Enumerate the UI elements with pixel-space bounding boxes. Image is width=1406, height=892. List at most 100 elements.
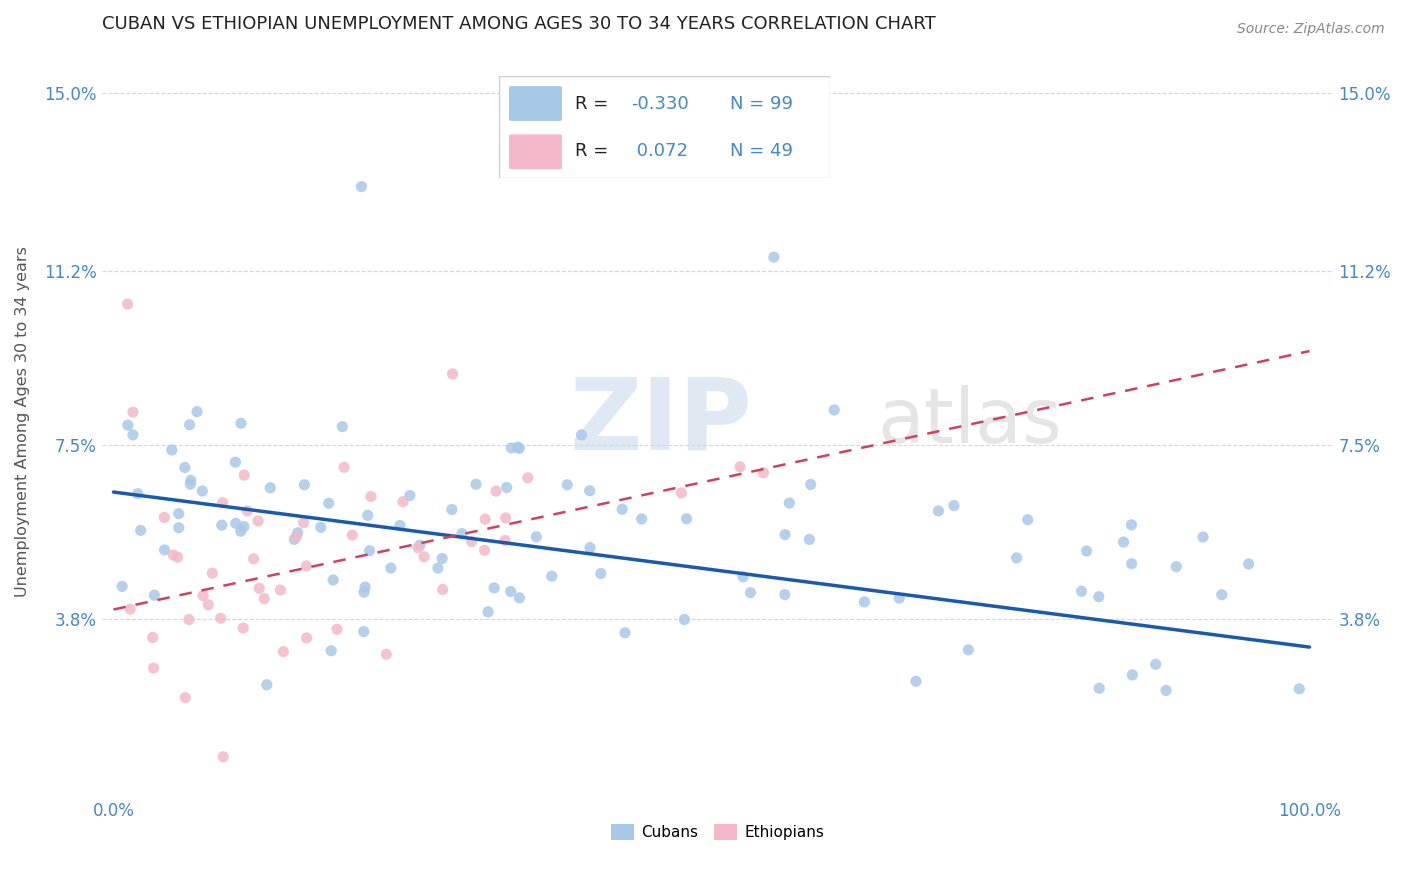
Point [474, 543, 496, 558]
Point [322, 573, 344, 587]
Point [927, 504, 949, 518]
Point [1088, 590, 1111, 604]
Point [1237, 557, 1260, 571]
Point [127, 486, 149, 500]
Point [451, 526, 474, 541]
Legend: Cubans, Ethiopians: Cubans, Ethiopians [605, 818, 830, 847]
Point [392, 494, 415, 508]
Point [318, 496, 340, 510]
Point [495, 481, 517, 495]
Point [321, 644, 343, 658]
Point [409, 538, 432, 552]
Point [1121, 668, 1143, 682]
Point [179, 417, 201, 432]
Point [610, 502, 633, 516]
Point [153, 543, 176, 558]
Point [247, 514, 270, 528]
Point [353, 585, 375, 599]
Point [430, 551, 453, 566]
Text: R =: R = [575, 142, 614, 160]
Point [259, 481, 281, 495]
Y-axis label: Unemployment Among Ages 30 to 34 years: Unemployment Among Ages 30 to 34 years [15, 246, 30, 597]
Point [342, 528, 364, 542]
Point [1288, 681, 1310, 696]
Point [413, 549, 436, 564]
Point [474, 512, 496, 526]
Point [326, 622, 349, 636]
Point [167, 521, 190, 535]
Point [197, 598, 219, 612]
Point [225, 516, 247, 531]
Point [799, 533, 821, 547]
Point [180, 474, 202, 488]
Point [1154, 683, 1177, 698]
Point [494, 533, 516, 548]
Point [283, 533, 305, 547]
Point [153, 510, 176, 524]
Point [143, 588, 166, 602]
Point [247, 582, 270, 596]
Point [120, 602, 142, 616]
Point [359, 543, 381, 558]
Point [333, 460, 356, 475]
Point [162, 548, 184, 562]
Point [122, 428, 145, 442]
Point [375, 648, 398, 662]
Point [111, 579, 134, 593]
Point [589, 566, 612, 581]
Point [1192, 530, 1215, 544]
Point [142, 661, 165, 675]
Point [762, 250, 785, 264]
Point [516, 471, 538, 485]
Point [673, 613, 696, 627]
Point [1005, 550, 1028, 565]
Point [233, 468, 256, 483]
Point [242, 552, 264, 566]
Point [630, 512, 652, 526]
Point [778, 496, 800, 510]
Point [1211, 588, 1233, 602]
Text: CUBAN VS ETHIOPIAN UNEMPLOYMENT AMONG AGES 30 TO 34 YEARS CORRELATION CHART: CUBAN VS ETHIOPIAN UNEMPLOYMENT AMONG AG… [101, 15, 935, 33]
Point [142, 631, 165, 645]
Point [236, 504, 259, 518]
Text: N = 49: N = 49 [731, 142, 793, 160]
Point [406, 541, 429, 555]
Point [571, 428, 593, 442]
Point [160, 442, 183, 457]
Point [1076, 544, 1098, 558]
Point [229, 524, 252, 539]
Point [1088, 681, 1111, 696]
Text: ZIP: ZIP [569, 373, 752, 470]
Point [578, 483, 600, 498]
Point [1017, 513, 1039, 527]
Point [1144, 657, 1167, 672]
Point [388, 518, 411, 533]
Point [823, 403, 845, 417]
Point [957, 643, 980, 657]
Point [495, 511, 517, 525]
Point [191, 483, 214, 498]
Point [256, 678, 278, 692]
Point [295, 631, 318, 645]
Point [441, 367, 464, 381]
Point [273, 645, 295, 659]
Point [232, 621, 254, 635]
FancyBboxPatch shape [499, 76, 830, 178]
Point [800, 477, 823, 491]
Point [440, 502, 463, 516]
Point [728, 459, 751, 474]
Point [292, 477, 315, 491]
Point [380, 561, 402, 575]
Point [671, 486, 693, 500]
Point [773, 527, 796, 541]
Point [211, 518, 233, 533]
Point [167, 507, 190, 521]
Point [904, 674, 927, 689]
Point [1070, 584, 1092, 599]
Point [233, 519, 256, 533]
Point [209, 611, 232, 625]
Point [555, 477, 578, 491]
Point [508, 442, 530, 456]
Point [117, 297, 139, 311]
Point [731, 570, 754, 584]
